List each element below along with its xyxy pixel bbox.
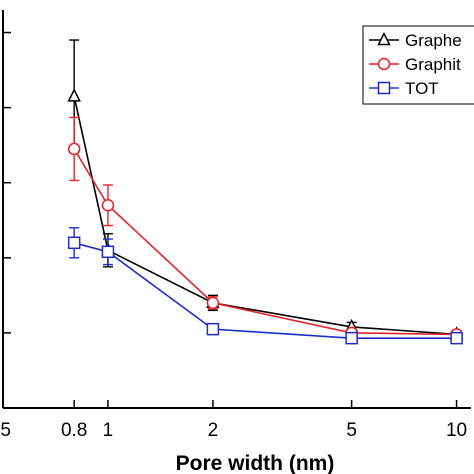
data-point: [450, 331, 463, 345]
legend-label: Graphit: [405, 55, 461, 74]
data-point: [101, 245, 115, 259]
series-line: [73, 148, 457, 336]
axes: .5 0.8 1 2 5 10: [0, 10, 471, 441]
series-tot: [67, 227, 463, 345]
x-tick-label: 2: [208, 420, 219, 441]
legend-marker: [377, 81, 391, 95]
legend-marker: [377, 31, 391, 46]
series-line: [73, 96, 457, 336]
data-point: [206, 322, 220, 336]
legend-marker: [377, 57, 391, 71]
data-point: [101, 198, 115, 212]
x-tick-label: .5: [0, 420, 11, 441]
legend: Graphe Graphit TOT: [362, 25, 474, 105]
x-tick-label: 0.8: [61, 420, 87, 441]
x-tick-label: 10: [446, 420, 467, 441]
series-line: [73, 242, 457, 339]
x-tick-label: 1: [103, 420, 114, 441]
data-point: [67, 236, 81, 250]
legend-label: TOT: [405, 79, 439, 98]
data-point: [67, 88, 81, 102]
legend-label: Graphe: [405, 31, 462, 50]
data-point: [345, 331, 358, 345]
x-tick-label: 5: [346, 420, 357, 441]
x-axis-title: Pore width (nm): [176, 452, 335, 474]
series-layer: [67, 39, 464, 345]
data-point: [206, 296, 220, 310]
series-graphite: [67, 116, 463, 341]
data-point: [67, 142, 81, 156]
